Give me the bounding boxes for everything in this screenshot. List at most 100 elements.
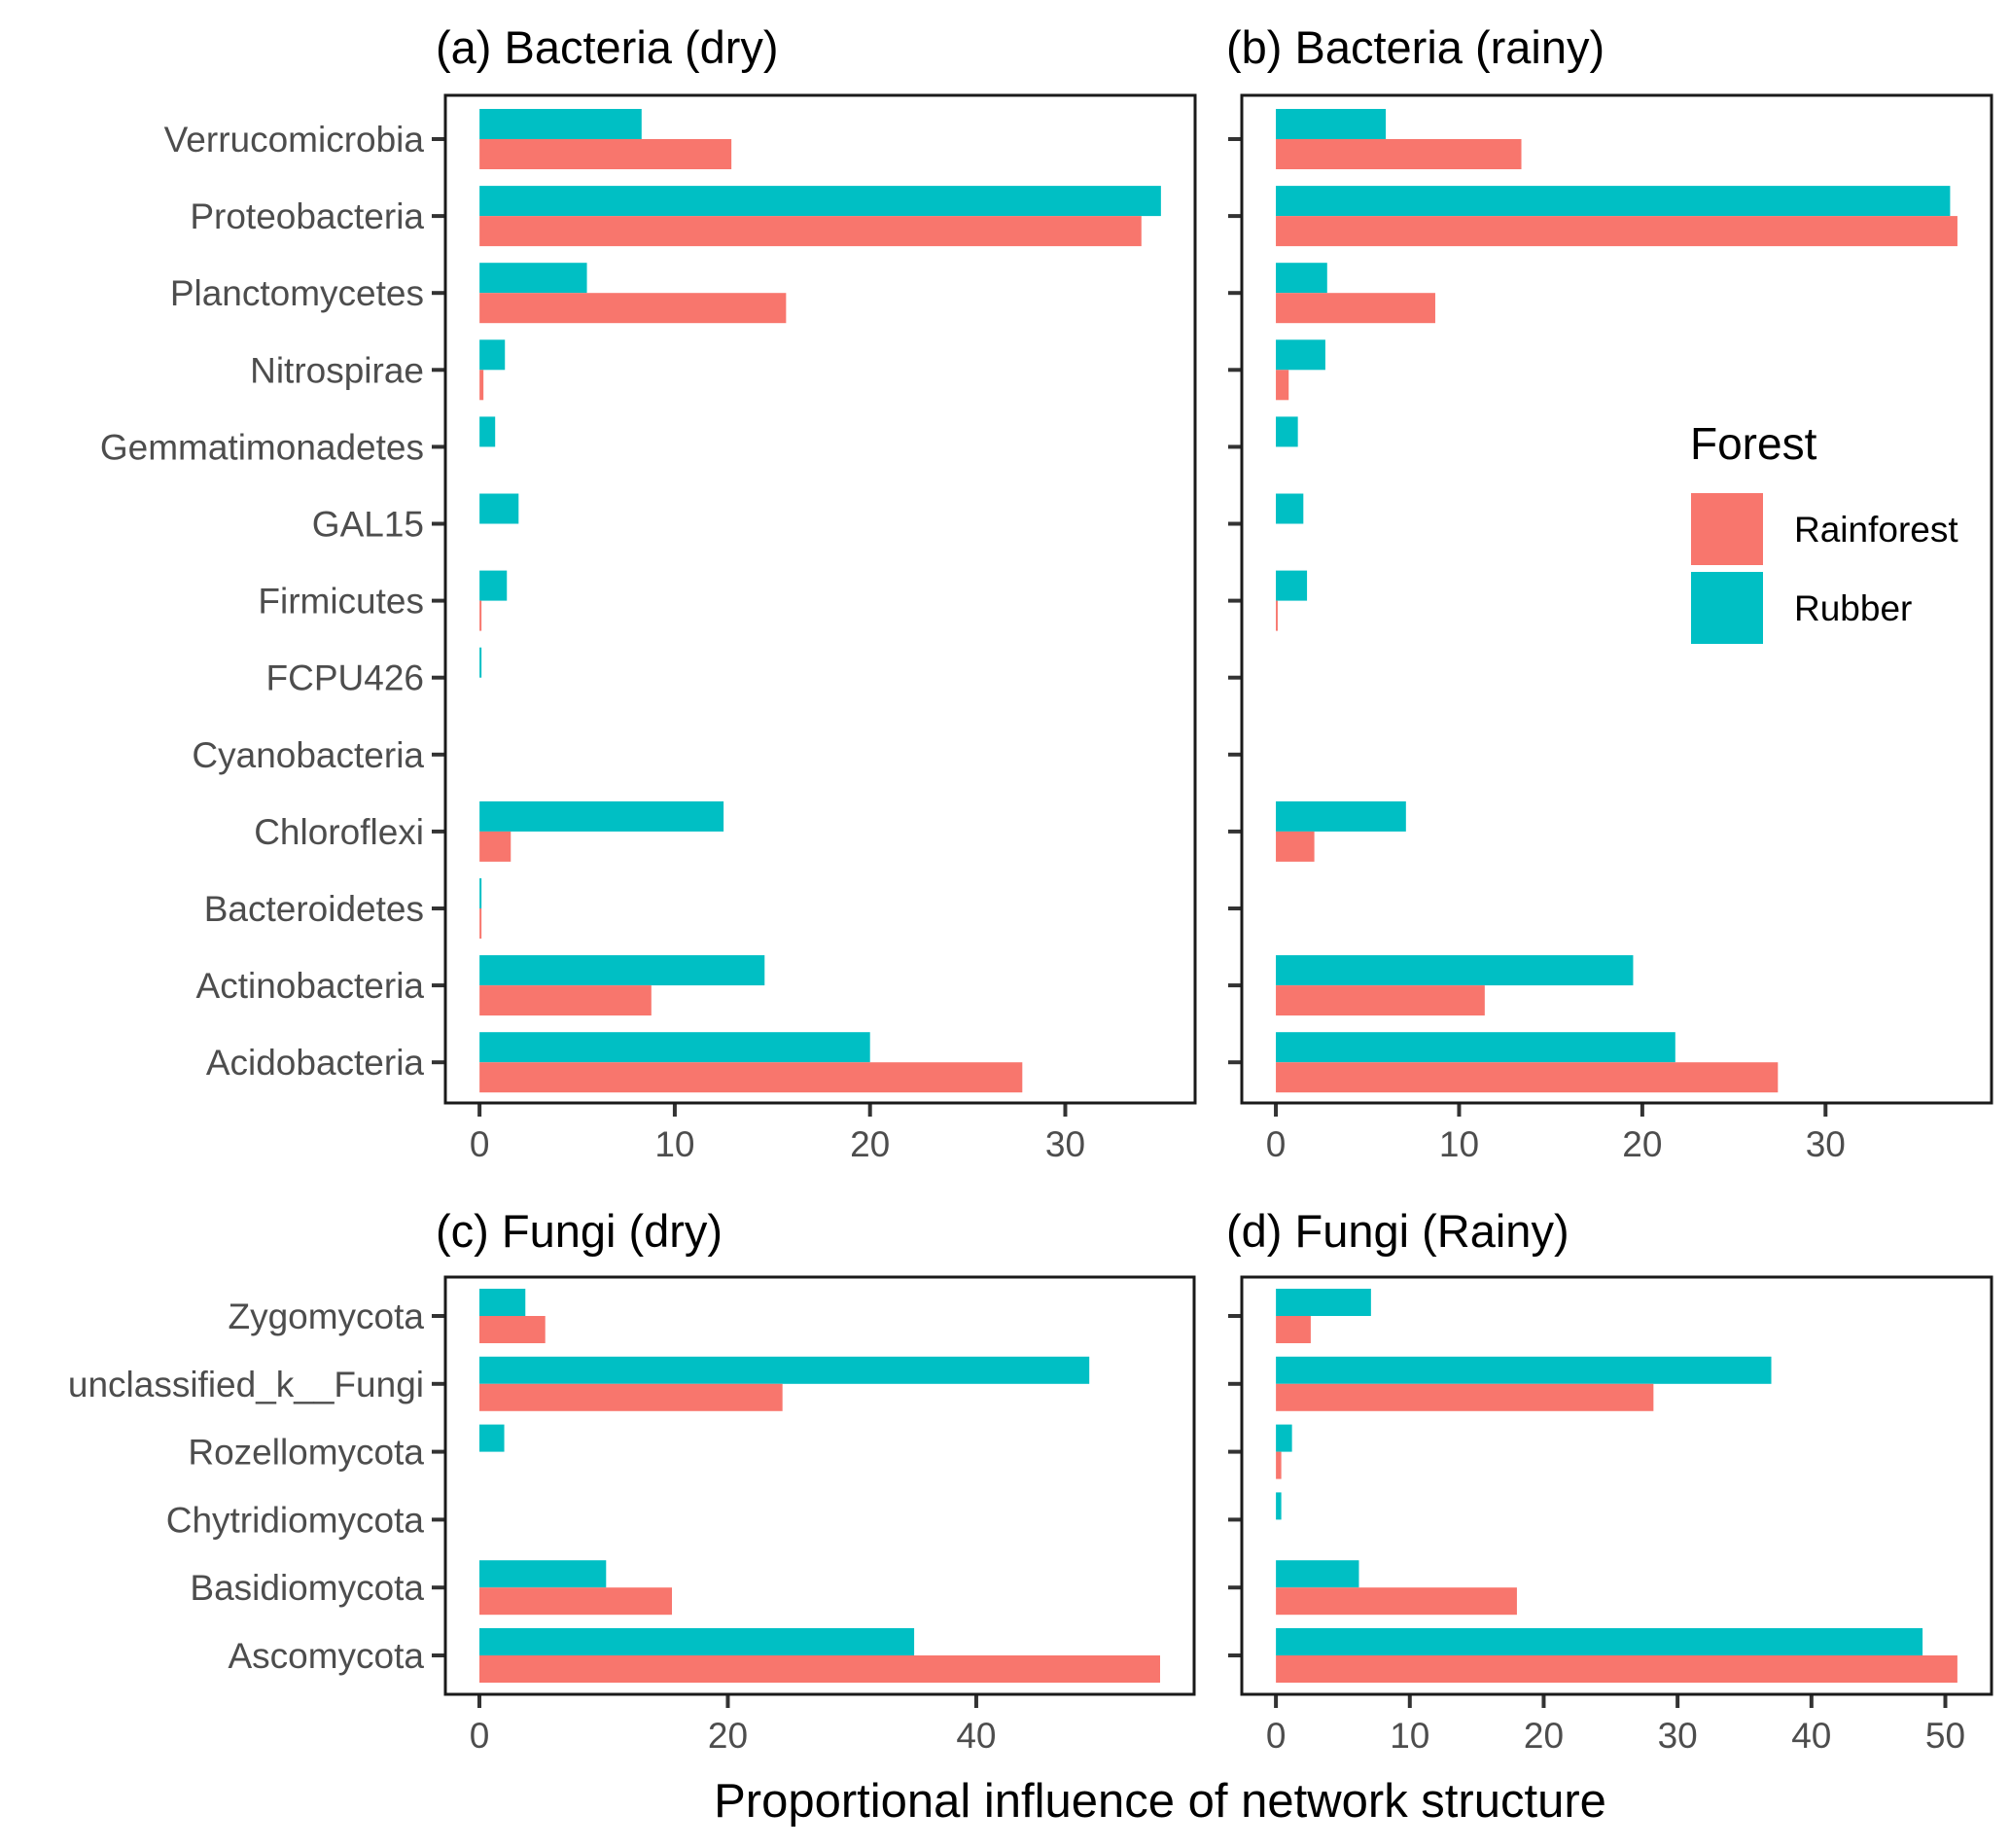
- bar-rainforest: [1276, 1587, 1517, 1616]
- bar-rubber: [479, 1424, 505, 1452]
- bar-rubber: [1276, 955, 1634, 986]
- panel-border-b: [1240, 93, 1993, 1105]
- x-tick-label: 40: [956, 1716, 996, 1756]
- y-tick-label: Rozellomycota: [188, 1433, 424, 1473]
- x-tick-label: 50: [1925, 1716, 1965, 1756]
- bar-rubber: [479, 186, 1161, 217]
- bar-rubber: [1276, 263, 1327, 294]
- bar-rubber: [1276, 416, 1298, 447]
- bar-rubber: [479, 800, 724, 832]
- bar-rainforest: [479, 293, 787, 324]
- bar-rainforest: [1276, 1062, 1779, 1093]
- bar-rubber: [1276, 1628, 1923, 1655]
- bar-rubber: [1276, 570, 1308, 601]
- x-tick-label: 0: [1266, 1716, 1287, 1756]
- bar-rainforest: [479, 370, 484, 401]
- x-tick-label: 20: [708, 1716, 748, 1756]
- bar-rainforest: [479, 1587, 672, 1616]
- legend-label-rainforest: Rainforest: [1794, 510, 1958, 550]
- bar-rubber: [1276, 493, 1304, 524]
- legend-key-rainforest: [1691, 493, 1763, 565]
- bar-rainforest: [479, 216, 1142, 247]
- bar-rubber: [479, 647, 482, 678]
- x-tick-label: 40: [1791, 1716, 1831, 1756]
- panel-title-a: (a) Bacteria (dry): [436, 21, 779, 73]
- legend-key-rubber: [1691, 572, 1763, 644]
- bar-rainforest: [479, 1316, 546, 1343]
- y-tick-label: Basidiomycota: [190, 1568, 424, 1608]
- bar-rubber: [1276, 1424, 1292, 1452]
- panel-border-d: [1240, 1275, 1993, 1696]
- y-tick-label: Cyanobacteria: [192, 735, 424, 775]
- bar-rubber: [479, 1628, 915, 1655]
- bar-rubber: [479, 1289, 526, 1316]
- bar-rubber: [479, 109, 642, 139]
- bar-rubber: [1276, 109, 1387, 139]
- bar-rubber: [479, 339, 506, 371]
- x-tick-label: 20: [1622, 1124, 1662, 1164]
- y-tick-label: Actinobacteria: [196, 966, 425, 1006]
- panel-border-a: [443, 93, 1197, 1105]
- bar-rubber: [1276, 186, 1951, 217]
- bar-rubber: [479, 263, 587, 294]
- bar-rainforest: [479, 600, 482, 631]
- y-tick-label: Acidobacteria: [206, 1043, 425, 1083]
- y-tick-label: Firmicutes: [258, 582, 424, 622]
- y-tick-label: Proteobacteria: [190, 196, 424, 236]
- y-tick-label: Ascomycota: [228, 1636, 424, 1676]
- legend-label-rubber: Rubber: [1794, 588, 1912, 628]
- x-tick-label: 30: [1806, 1124, 1846, 1164]
- x-tick-label: 0: [470, 1124, 490, 1164]
- bar-rubber: [479, 1356, 1090, 1384]
- x-tick-label: 10: [1390, 1716, 1429, 1756]
- bar-rainforest: [1276, 831, 1315, 862]
- panels: (a) Bacteria (dry) Verrucomicrobia Proteob…: [68, 21, 1993, 1756]
- bar-rainforest: [1276, 985, 1485, 1016]
- legend-title: Forest: [1690, 418, 1817, 469]
- y-tick-label: Gemmatimonadetes: [100, 427, 424, 467]
- bar-rubber: [1276, 339, 1325, 371]
- x-tick-label: 10: [1439, 1124, 1479, 1164]
- y-tick-label: unclassified_k__Fungi: [68, 1365, 424, 1404]
- x-tick-label: 10: [654, 1124, 694, 1164]
- panel-title-d: (d) Fungi (Rainy): [1226, 1205, 1569, 1257]
- bar-rainforest: [1276, 1655, 1957, 1683]
- panel-title-c: (c) Fungi (dry): [436, 1205, 723, 1257]
- y-tick-label: Chytridiomycota: [166, 1500, 425, 1540]
- bar-rainforest: [479, 139, 732, 169]
- bar-rainforest: [1276, 1383, 1654, 1411]
- x-axis-title: Proportional influence of network struct…: [714, 1775, 1606, 1828]
- panel-d: (d) Fungi (Rainy) 0 10 20 30 40 50: [1226, 1205, 1993, 1756]
- bar-rubber: [479, 878, 482, 908]
- x-tick-label: 30: [1658, 1716, 1698, 1756]
- bar-rubber: [1276, 1560, 1359, 1588]
- bar-rainforest: [479, 1655, 1160, 1683]
- bar-rubber: [1276, 1289, 1371, 1316]
- bar-rubber: [479, 493, 519, 524]
- panel-border-c: [443, 1275, 1196, 1696]
- bar-rainforest: [1276, 1451, 1282, 1479]
- bar-rubber: [479, 955, 765, 986]
- y-tick-label: Chloroflexi: [254, 812, 424, 852]
- bar-rainforest: [1276, 293, 1435, 324]
- y-tick-label: Bacteroidetes: [204, 889, 424, 929]
- bar-rubber: [479, 1032, 870, 1063]
- bar-rubber: [1276, 1032, 1675, 1063]
- bar-rubber: [479, 1560, 607, 1588]
- y-tick-label: GAL15: [312, 505, 424, 545]
- panel-b: (b) Bacteria (rainy) 0 10 20 30: [1226, 21, 1993, 1164]
- y-tick-label: Nitrospirae: [250, 350, 424, 390]
- y-tick-label: Zygomycota: [228, 1297, 424, 1336]
- y-tick-label: FCPU426: [266, 658, 424, 698]
- x-tick-label: 0: [1266, 1124, 1287, 1164]
- x-tick-label: 0: [470, 1716, 490, 1756]
- bar-rubber: [479, 570, 508, 601]
- panel-title-b: (b) Bacteria (rainy): [1226, 21, 1604, 73]
- bar-rainforest: [479, 908, 482, 939]
- bar-rubber: [1276, 1492, 1282, 1520]
- y-tick-label: Planctomycetes: [170, 273, 424, 313]
- bar-rainforest: [479, 831, 511, 862]
- x-tick-label: 20: [1524, 1716, 1564, 1756]
- bar-rainforest: [479, 1062, 1023, 1093]
